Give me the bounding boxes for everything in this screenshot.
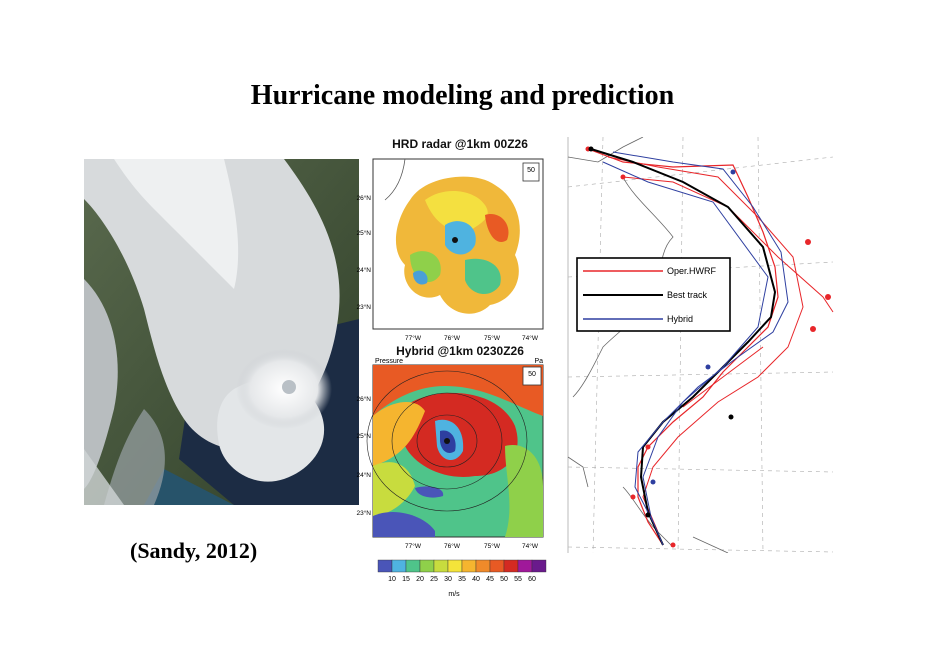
colorbar-tick-label: 25 <box>430 576 438 583</box>
track-map: Oper.HWRF Best track Hybrid <box>567 137 834 553</box>
colorbar-tick-label: 20 <box>416 576 424 583</box>
radar-lon-label: 74°W <box>522 334 539 342</box>
hybrid-lat-label: 23°N <box>356 509 371 517</box>
radar-lat-label: 23°N <box>356 303 371 311</box>
hybrid-lon-label: 74°W <box>522 542 539 550</box>
radar-panel: 50 26°N 25°N 24°N 23°N 77°W 76°W 75°W 74… <box>356 158 544 342</box>
colorbar-unit: m/s <box>448 591 460 598</box>
colorbar-swatch <box>419 559 435 573</box>
hybrid-panel-title: Hybrid @1km 0230Z26 <box>396 344 524 358</box>
legend-label: Best track <box>667 290 708 300</box>
radar-lat-label: 26°N <box>356 194 371 202</box>
slide-title: Hurricane modeling and prediction <box>250 80 675 111</box>
colorbar-tick-label: 50 <box>500 576 508 583</box>
colorbar-swatch <box>475 559 491 573</box>
colorbar-swatch <box>531 559 547 573</box>
colorbar-tick-label: 35 <box>458 576 466 583</box>
colorbar-swatch <box>503 559 519 573</box>
colorbar-swatch <box>377 559 393 573</box>
legend-label: Oper.HWRF <box>667 266 717 276</box>
colorbar-swatch <box>447 559 463 573</box>
radar-lon-label: 76°W <box>444 334 461 342</box>
colorbar-tick-label: 45 <box>486 576 494 583</box>
colorbar-tick-label: 55 <box>514 576 522 583</box>
hybrid-field-right-label: Pa <box>534 358 543 365</box>
hybrid-field-left-label: Pressure <box>375 358 403 365</box>
radar-lon-label: 77°W <box>405 334 422 342</box>
radar-lat-label: 25°N <box>356 229 371 237</box>
colorbar-tick-label: 40 <box>472 576 480 583</box>
storm-center-marker <box>452 237 458 243</box>
hybrid-lon-label: 76°W <box>444 542 461 550</box>
colorbar-swatch <box>489 559 505 573</box>
hybrid-scale-label: 50 <box>528 371 536 378</box>
colorbar-swatch <box>391 559 407 573</box>
colorbar-tick-label: 30 <box>444 576 452 583</box>
hybrid-lat-label: 25°N <box>356 432 371 440</box>
colorbar-tick-label: 60 <box>528 576 536 583</box>
hybrid-lat-label: 24°N <box>356 471 371 479</box>
wind-speed-colorbar: 10 15 20 25 30 35 40 45 50 55 60 m/s <box>377 559 547 598</box>
colorbar-swatch <box>433 559 449 573</box>
colorbar-swatch <box>461 559 477 573</box>
storm-center-marker <box>282 380 296 394</box>
storm-caption: (Sandy, 2012) <box>130 538 258 563</box>
colorbar-swatch <box>517 559 533 573</box>
radar-lat-label: 24°N <box>356 266 371 274</box>
hybrid-lat-label: 26°N <box>356 395 371 403</box>
hybrid-panel: Pressure Pa 50 26°N 25°N 24°N 23°N 77°W … <box>356 358 544 550</box>
colorbar-tick-label: 15 <box>402 576 410 583</box>
radar-panel-title: HRD radar @1km 00Z26 <box>392 137 528 151</box>
hybrid-lon-label: 75°W <box>484 542 501 550</box>
legend-label: Hybrid <box>667 314 693 324</box>
colorbar-tick-label: 10 <box>388 576 396 583</box>
satellite-image <box>84 159 359 505</box>
storm-center-marker <box>444 438 450 444</box>
colorbar-swatch <box>405 559 421 573</box>
radar-lon-label: 75°W <box>484 334 501 342</box>
hurricane-satellite-icon <box>84 159 359 505</box>
radar-scale-label: 50 <box>527 167 535 174</box>
hybrid-lon-label: 77°W <box>405 542 422 550</box>
